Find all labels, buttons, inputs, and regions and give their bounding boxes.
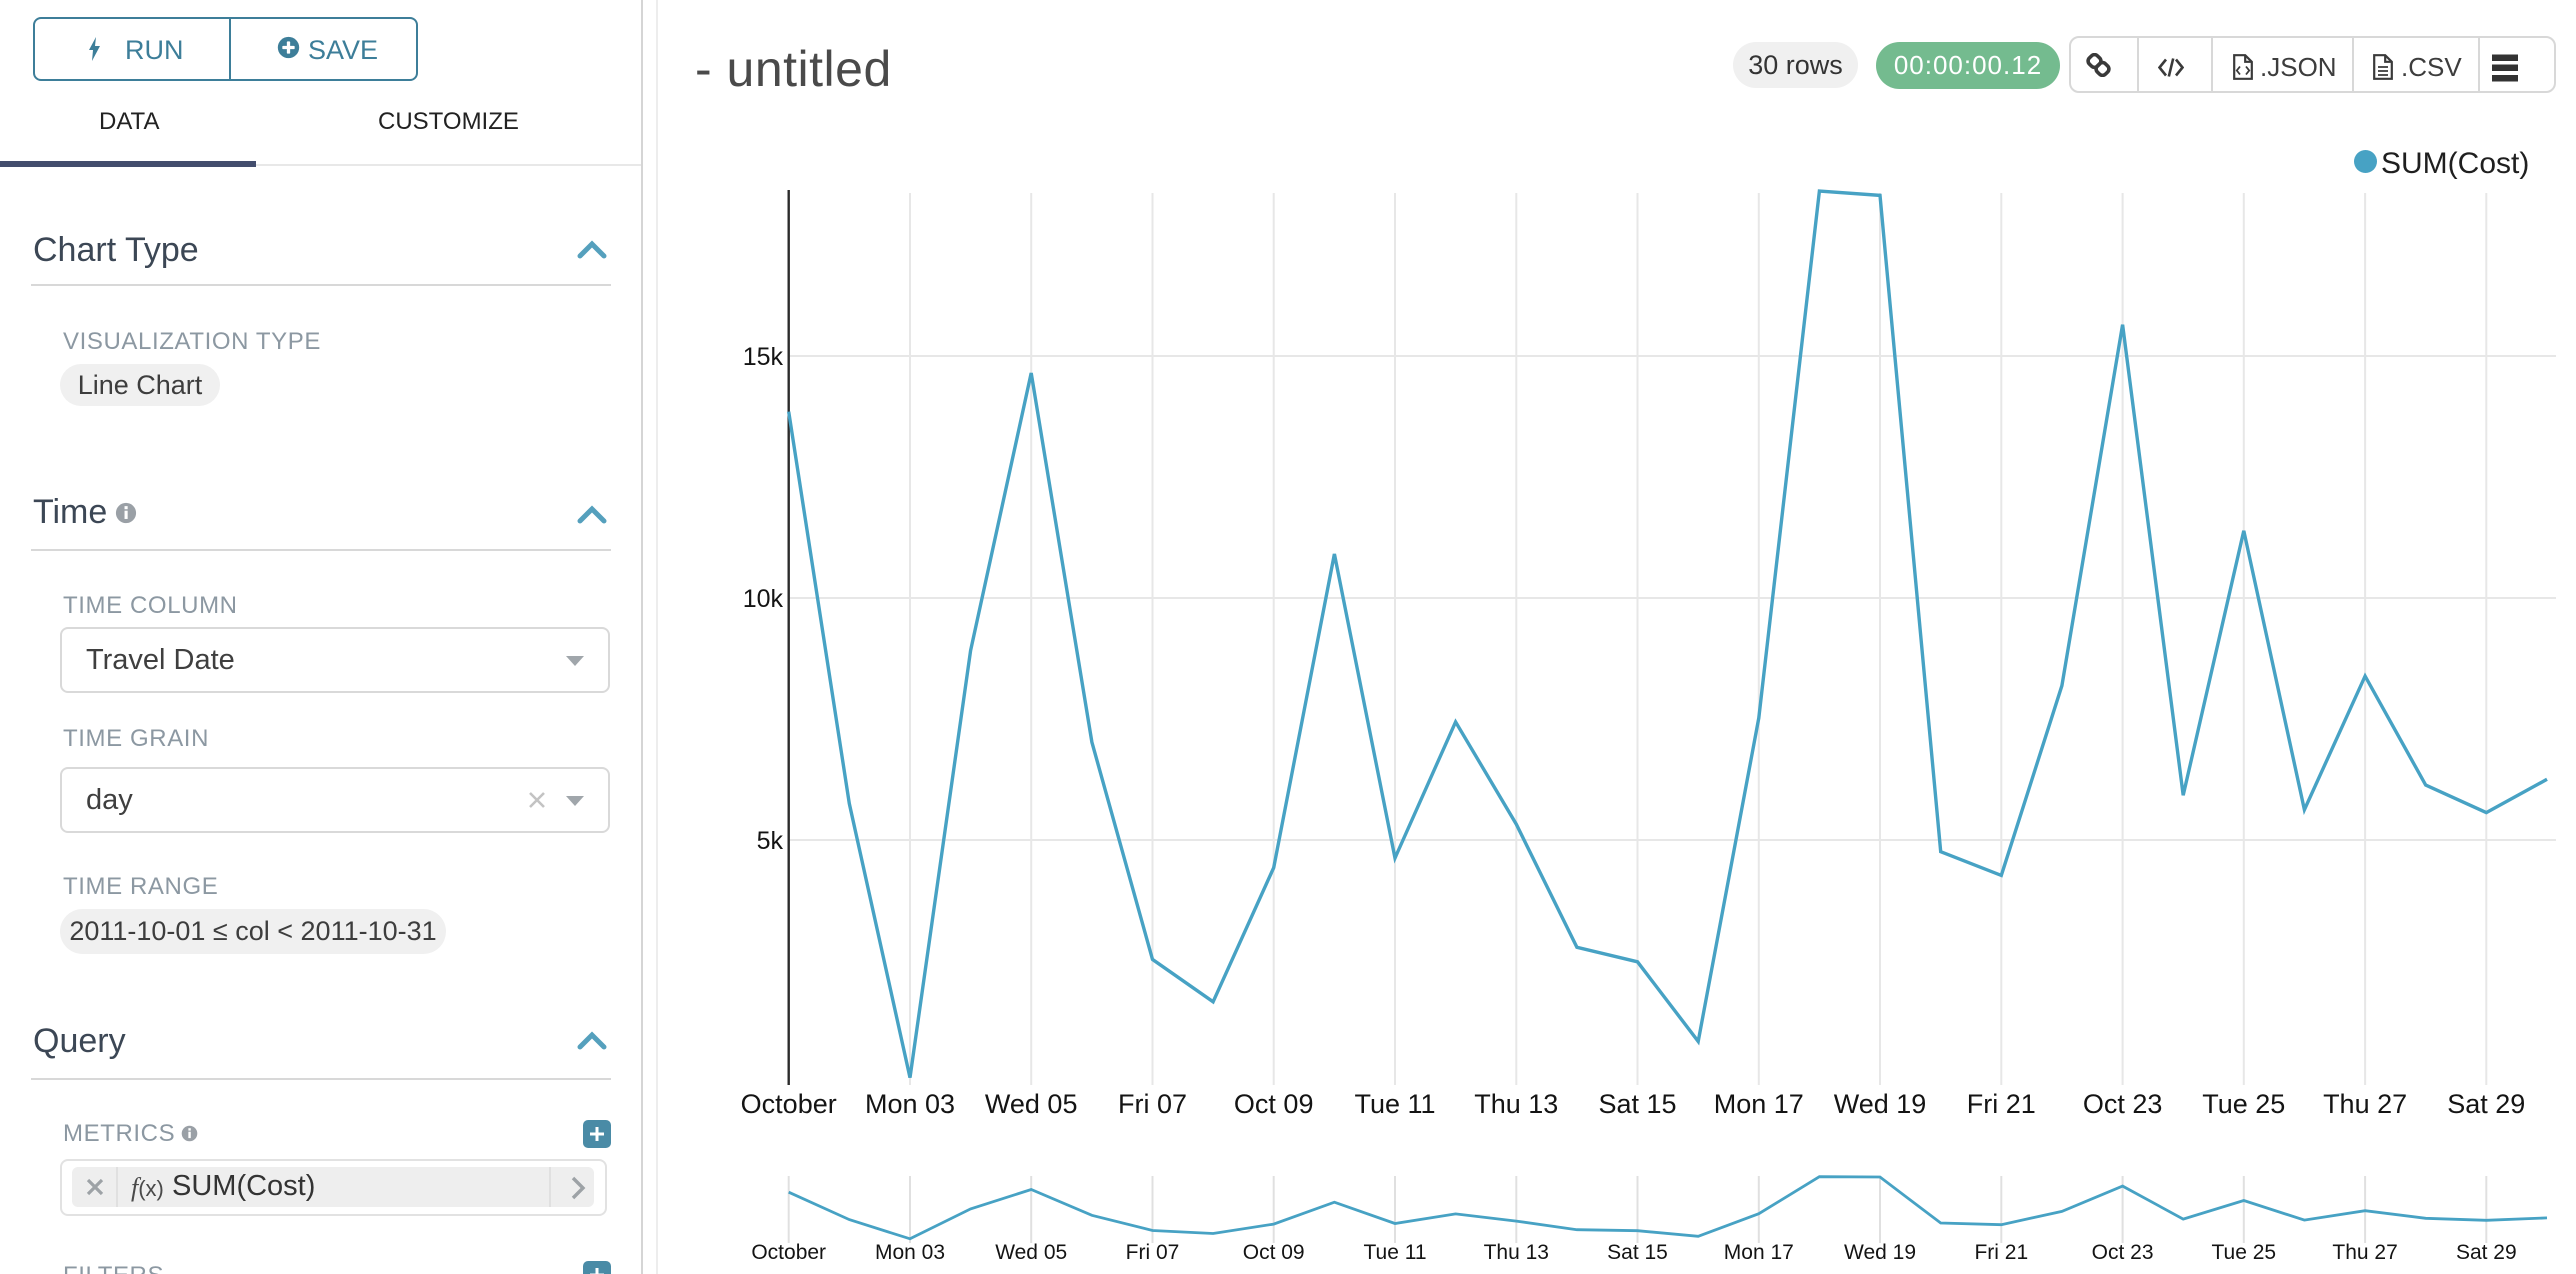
svg-text:Fri 07: Fri 07 bbox=[1118, 1089, 1187, 1119]
svg-text:15k: 15k bbox=[743, 343, 784, 371]
svg-text:Thu 27: Thu 27 bbox=[2332, 1241, 2397, 1264]
svg-text:Oct 09: Oct 09 bbox=[1234, 1089, 1314, 1119]
svg-text:Sat 29: Sat 29 bbox=[2447, 1089, 2525, 1119]
svg-text:Oct 23: Oct 23 bbox=[2083, 1089, 2163, 1119]
svg-text:Thu 13: Thu 13 bbox=[1474, 1089, 1558, 1119]
svg-text:Mon 03: Mon 03 bbox=[865, 1089, 955, 1119]
svg-text:October: October bbox=[751, 1241, 826, 1264]
svg-text:Fri 21: Fri 21 bbox=[1967, 1089, 2036, 1119]
svg-text:Oct 09: Oct 09 bbox=[1243, 1241, 1305, 1264]
svg-text:10k: 10k bbox=[743, 585, 784, 613]
svg-text:Wed 05: Wed 05 bbox=[995, 1241, 1067, 1264]
svg-text:Tue 25: Tue 25 bbox=[2211, 1241, 2276, 1264]
svg-text:Tue 11: Tue 11 bbox=[1363, 1241, 1426, 1264]
svg-text:Wed 05: Wed 05 bbox=[985, 1089, 1078, 1119]
svg-text:Thu 27: Thu 27 bbox=[2323, 1089, 2407, 1119]
svg-text:Sat 29: Sat 29 bbox=[2456, 1241, 2517, 1264]
svg-text:Thu 13: Thu 13 bbox=[1484, 1241, 1549, 1264]
svg-text:Tue 25: Tue 25 bbox=[2202, 1089, 2285, 1119]
svg-text:Fri 07: Fri 07 bbox=[1126, 1241, 1180, 1264]
svg-text:Mon 17: Mon 17 bbox=[1724, 1241, 1794, 1264]
svg-text:Wed 19: Wed 19 bbox=[1844, 1241, 1916, 1264]
svg-text:Mon 03: Mon 03 bbox=[875, 1241, 945, 1264]
svg-text:Mon 17: Mon 17 bbox=[1714, 1089, 1804, 1119]
svg-text:October: October bbox=[741, 1089, 837, 1119]
svg-text:Tue 11: Tue 11 bbox=[1354, 1089, 1435, 1119]
svg-text:Sat 15: Sat 15 bbox=[1607, 1241, 1668, 1264]
svg-text:5k: 5k bbox=[757, 827, 784, 855]
svg-text:Oct 23: Oct 23 bbox=[2092, 1241, 2154, 1264]
svg-text:Sat 15: Sat 15 bbox=[1598, 1089, 1676, 1119]
svg-text:Wed 19: Wed 19 bbox=[1834, 1089, 1927, 1119]
svg-text:Fri 21: Fri 21 bbox=[1974, 1241, 2028, 1264]
